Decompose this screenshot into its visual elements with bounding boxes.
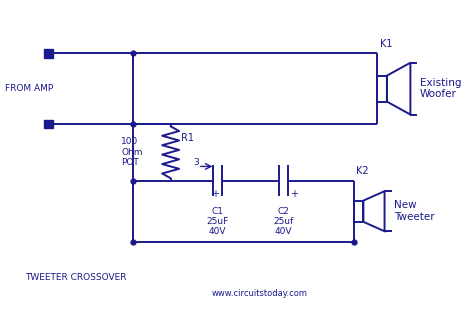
Bar [354,201,364,222]
Text: K2: K2 [356,166,369,176]
Text: New
Tweeter: New Tweeter [394,200,435,222]
Bar [377,76,387,102]
Bar [44,49,53,57]
Text: Existing
Woofer: Existing Woofer [420,78,461,100]
Text: FROM AMP: FROM AMP [5,84,54,93]
Text: C2
25uf
40V: C2 25uf 40V [273,207,294,236]
Text: 3: 3 [193,158,200,167]
Text: 100
Ohm
POT: 100 Ohm POT [121,138,143,167]
Text: +: + [291,189,299,199]
Text: +: + [211,189,219,199]
Text: www.circuitstoday.com: www.circuitstoday.com [212,289,308,298]
Text: TWEETER CROSSOVER: TWEETER CROSSOVER [25,273,127,282]
Bar [44,120,53,128]
Text: C1
25uF
40V: C1 25uF 40V [207,207,229,236]
Text: K1: K1 [380,39,392,49]
Text: R1: R1 [181,133,194,143]
